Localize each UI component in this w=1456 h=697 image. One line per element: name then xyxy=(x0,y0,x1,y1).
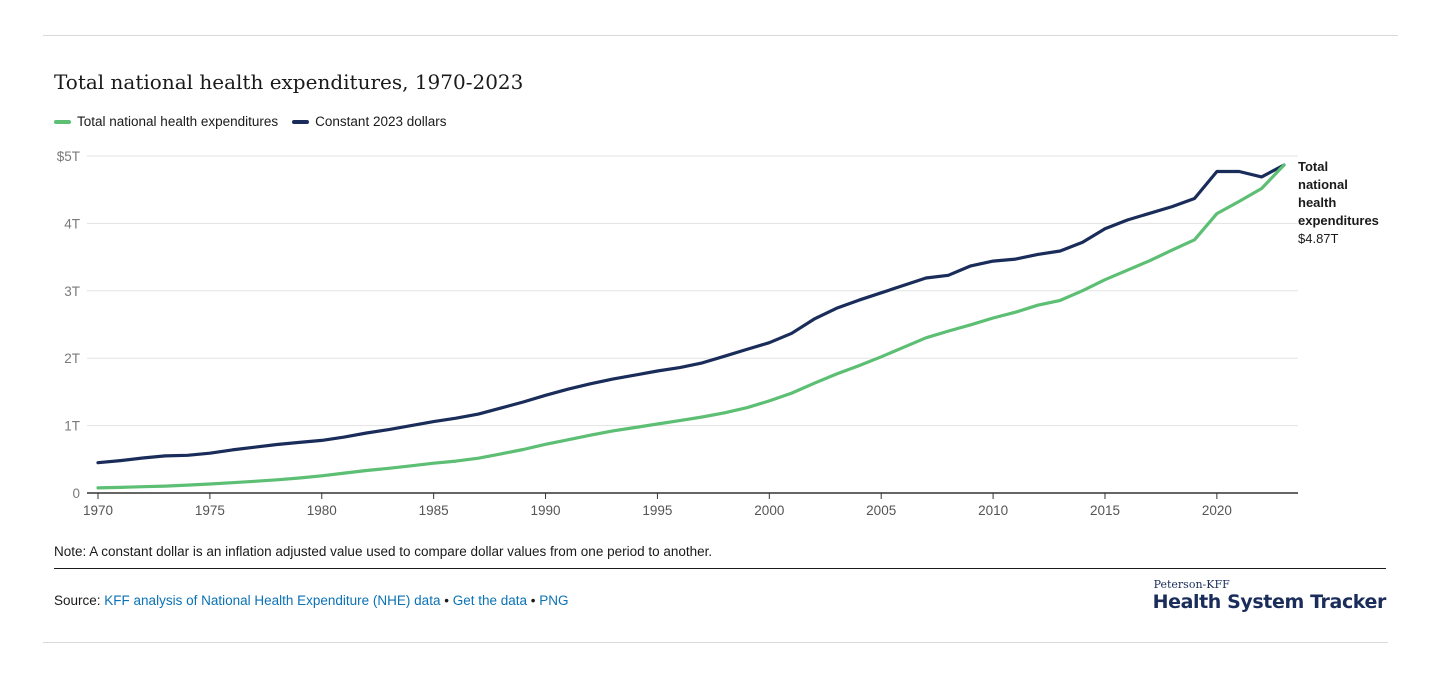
brand-logo[interactable]: Peterson-KFF Health System Tracker xyxy=(1152,578,1387,613)
y-tick-label: 0 xyxy=(72,486,80,501)
x-tick-label: 2005 xyxy=(866,503,896,518)
series-line-total xyxy=(96,163,1286,490)
x-tick-label: 1970 xyxy=(83,503,113,518)
x-tick-label: 2000 xyxy=(754,503,784,518)
legend-swatch-total xyxy=(54,119,71,124)
x-tick-label: 1980 xyxy=(307,503,337,518)
x-tick-label: 2010 xyxy=(978,503,1008,518)
legend-label-constant: Constant 2023 dollars xyxy=(315,114,447,129)
brand-logo-big: Health System Tracker xyxy=(1152,591,1387,613)
x-tick-label: 1985 xyxy=(419,503,449,518)
source-line: Source: KFF analysis of National Health … xyxy=(54,593,569,608)
y-tick-label: 2T xyxy=(64,351,80,366)
end-label-line: Total xyxy=(1298,159,1328,174)
nhe-data-link[interactable]: KFF analysis of National Health Expendit… xyxy=(104,593,441,608)
legend-swatch-constant xyxy=(292,119,310,124)
series-line-constant xyxy=(96,163,1286,465)
source-separator: • xyxy=(444,593,449,608)
chart-title: Total national health expenditures, 1970… xyxy=(54,70,524,94)
get-the-data-link[interactable]: Get the data xyxy=(452,593,528,608)
legend-label-total: Total national health expenditures xyxy=(77,114,279,129)
y-tick-label: 4T xyxy=(64,216,80,231)
brand-logo-small: Peterson-KFF xyxy=(1153,578,1230,591)
legend-item-constant[interactable]: Constant 2023 dollars xyxy=(292,114,447,129)
end-label-line: health xyxy=(1298,195,1336,210)
y-tick-label: $5T xyxy=(57,149,80,164)
end-label-line: national xyxy=(1298,177,1348,192)
y-tick-label: 3T xyxy=(64,284,80,299)
x-tick-label: 2020 xyxy=(1202,503,1232,518)
legend-item-total[interactable]: Total national health expenditures xyxy=(54,114,278,129)
bottom-divider xyxy=(43,642,1388,643)
chart-note: Note: A constant dollar is an inflation … xyxy=(54,544,713,559)
source-prefix: Source: xyxy=(54,593,101,608)
x-tick-label: 1995 xyxy=(642,503,672,518)
end-label-line: expenditures xyxy=(1298,213,1379,228)
x-tick-label: 1990 xyxy=(531,503,561,518)
footer-divider xyxy=(54,568,1386,569)
png-link[interactable]: PNG xyxy=(539,593,569,608)
chart-legend: Total national health expenditures Const… xyxy=(54,114,447,129)
top-divider xyxy=(43,35,1398,36)
y-tick-label: 1T xyxy=(64,419,80,434)
end-label-value: $4.87T xyxy=(1298,231,1339,246)
line-chart: 0 1T 2T 3T 4T $5T 1970 1975 1980 1985 1990 1995 2000… xyxy=(57,149,1379,518)
x-tick-label: 2015 xyxy=(1090,503,1120,518)
x-tick-label: 1975 xyxy=(195,503,225,518)
source-separator: • xyxy=(530,593,536,608)
